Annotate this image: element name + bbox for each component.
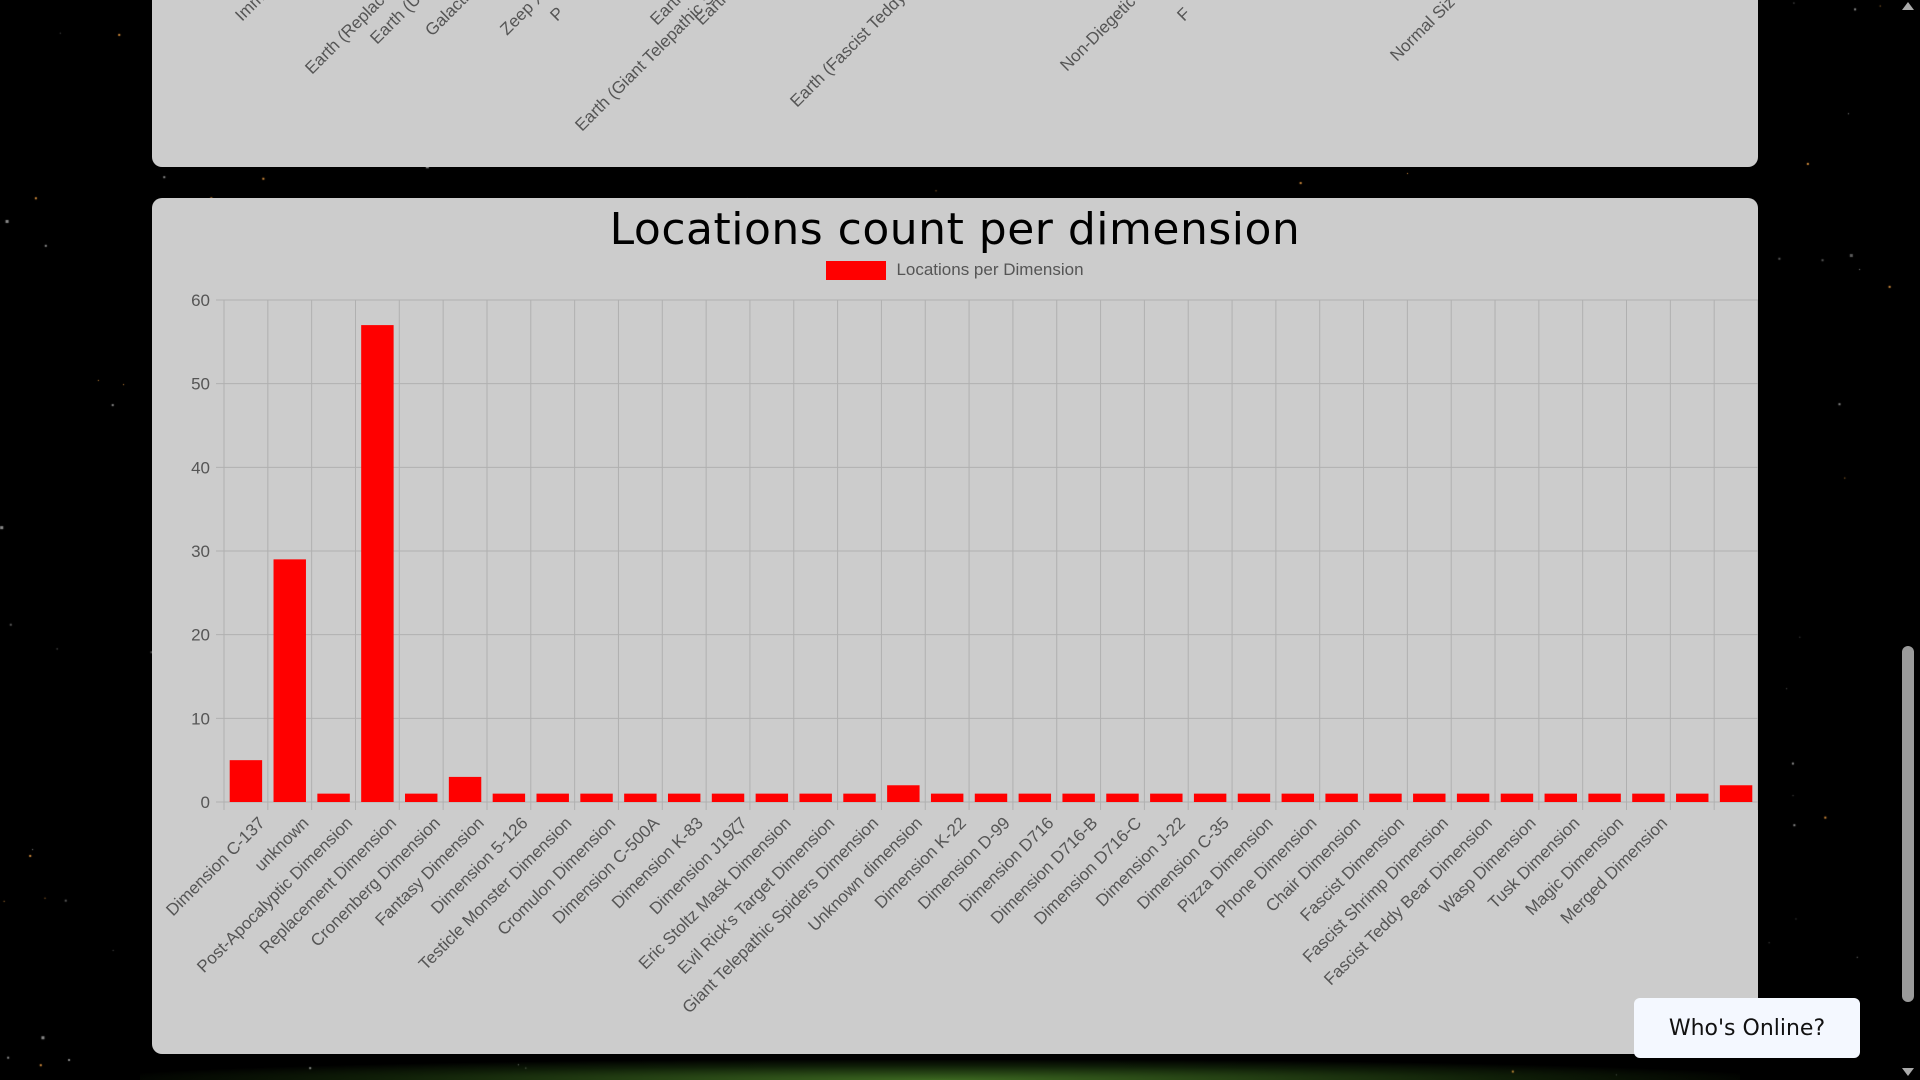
bar-testicle-monster-dimension — [536, 793, 569, 802]
bar-dimension-j19-7 — [711, 793, 745, 802]
legend-label: Locations per Dimension — [896, 260, 1084, 279]
bar-merged-dimension — [1632, 793, 1665, 802]
bar-dimension-d-99 — [974, 793, 1008, 802]
previous-chart-tick-label: F — [1173, 4, 1194, 25]
chart-legend[interactable]: Locations per Dimension — [152, 260, 1758, 280]
previous-chart-tick-label: Galactic F — [421, 0, 489, 40]
bar-dimension-c-137 — [229, 760, 263, 802]
scroll-up-arrow-icon[interactable] — [1902, 2, 1914, 10]
y-tick-label: 50 — [191, 375, 210, 394]
bar-dimension-k-83 — [667, 793, 701, 802]
bar-fascist-teddy-bear-dimension — [1456, 793, 1490, 802]
bar-eric-stoltz-mask-dimension — [755, 793, 789, 802]
bar-replacement-dimension — [361, 325, 394, 802]
bar-phone-dimension — [1281, 793, 1315, 802]
y-tick-label: 10 — [191, 709, 210, 728]
previous-chart-tick-label: Non-Diegetic A — [1056, 0, 1150, 75]
whos-online-button[interactable]: Who's Online? — [1634, 998, 1860, 1058]
bar-unknown — [273, 559, 306, 802]
scroll-down-arrow-icon[interactable] — [1902, 1068, 1914, 1076]
bar-dimension-c-35 — [1193, 793, 1227, 802]
legend-swatch — [826, 260, 887, 280]
y-tick-label: 0 — [201, 793, 210, 812]
chart-title: Locations count per dimension — [609, 204, 1301, 255]
scrollbar-thumb[interactable] — [1902, 646, 1914, 1002]
y-tick-label: 20 — [191, 626, 210, 645]
bar-dimension-d716-c — [1106, 793, 1139, 802]
bar-dimension-d716 — [1018, 793, 1052, 802]
bar-fascist-dimension — [1369, 793, 1402, 802]
bar-index-33 — [1676, 793, 1709, 802]
bar-dimension-k-22 — [930, 793, 964, 802]
bar-dimension-d716-b — [1062, 793, 1095, 802]
bar-dimension-5-126 — [492, 793, 526, 802]
bar-chair-dimension — [1325, 793, 1358, 802]
previous-chart-tick-label: Immor — [231, 0, 279, 25]
y-tick-label: 60 — [191, 291, 210, 310]
bar-dimension-c-500a — [624, 793, 657, 802]
bar-dimension-j-22 — [1150, 793, 1183, 802]
bar-cronenberg-dimension — [405, 793, 438, 802]
bar-evil-rick-s-target-dimension — [799, 793, 832, 802]
bar-fascist-shrimp-dimension — [1413, 793, 1446, 802]
bar-post-apocalyptic-dimension — [317, 793, 350, 802]
bar-wasp-dimension — [1500, 793, 1534, 802]
bar-pizza-dimension — [1237, 793, 1271, 802]
y-tick-label: 40 — [191, 458, 210, 477]
previous-chart-tick-label: Normal Siz — [1386, 0, 1458, 65]
bar-unknown-dimension — [887, 785, 920, 802]
previous-chart-tick-label: Earth (Fascist Teddy — [786, 0, 909, 111]
bar-giant-telepathic-spiders-dimension — [843, 793, 876, 802]
y-tick-label: 30 — [191, 542, 210, 561]
bar-tusk-dimension — [1544, 793, 1577, 802]
bar-cromulon-dimension — [580, 793, 613, 802]
bar-fantasy-dimension — [448, 776, 482, 802]
locations-chart-panel: Locations count per dimension Locations … — [152, 198, 1758, 1054]
bar-magic-dimension — [1588, 793, 1621, 802]
bar-index-34 — [1719, 785, 1753, 802]
previous-chart-tick-label: P — [546, 3, 567, 24]
green-glow-decoration — [140, 1060, 1740, 1080]
